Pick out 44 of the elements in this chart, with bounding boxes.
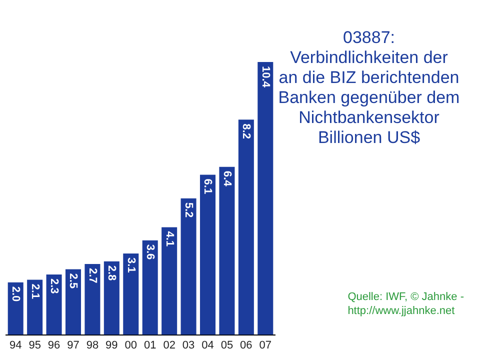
bar xyxy=(46,274,62,335)
x-tick-label: 05 xyxy=(220,339,234,352)
data-label: 4.1 xyxy=(163,231,176,247)
data-label: 2.3 xyxy=(48,278,60,294)
bar xyxy=(142,240,158,335)
data-label: 2.8 xyxy=(106,265,118,281)
data-label: 3.6 xyxy=(144,244,156,260)
x-tick-label: 94 xyxy=(9,339,22,352)
data-label: 5.2 xyxy=(182,202,195,218)
bar xyxy=(8,282,24,335)
bar xyxy=(162,227,178,335)
bar xyxy=(258,62,274,335)
x-tick-label: 04 xyxy=(202,339,214,352)
x-tick-label: 07 xyxy=(259,339,272,352)
data-label: 8.2 xyxy=(240,124,252,139)
bar xyxy=(104,261,120,335)
x-tick-label: 02 xyxy=(163,339,176,352)
x-tick-label: 01 xyxy=(144,339,156,352)
x-tick-label: 03 xyxy=(182,339,195,352)
x-tick-label: 00 xyxy=(124,339,138,352)
bar xyxy=(238,120,254,335)
x-tick-label: 96 xyxy=(48,339,60,352)
source-note: Quelle: IWF, © Jahnke - http://www.jjahnke.net xyxy=(348,290,464,318)
data-label: 2.5 xyxy=(67,273,80,289)
bar xyxy=(27,280,43,335)
x-tick-label: 98 xyxy=(86,339,99,352)
bar xyxy=(180,198,196,335)
bar xyxy=(65,269,82,335)
bar xyxy=(123,253,139,335)
text: 03887: Verbindlichkeiten der an die BIZ berichtenden Banken gegenüber dem Nichtbankensektor Billionen US$ xyxy=(278,28,460,147)
bar xyxy=(84,264,100,335)
x-tick-label: 99 xyxy=(106,339,118,352)
data-label: 10.4 xyxy=(259,66,272,88)
data-label: 2.1 xyxy=(28,284,41,300)
bar xyxy=(219,166,235,335)
bar xyxy=(200,174,216,335)
x-tick-label: 97 xyxy=(67,339,80,352)
data-label: 6.4 xyxy=(220,170,233,188)
data-label: 6.1 xyxy=(202,178,214,194)
data-label: 2.0 xyxy=(10,286,22,302)
data-label: 3.1 xyxy=(124,257,137,273)
data-label: 2.7 xyxy=(86,268,98,284)
x-tick-label: 06 xyxy=(240,339,252,352)
x-tick-label: 95 xyxy=(28,339,41,352)
